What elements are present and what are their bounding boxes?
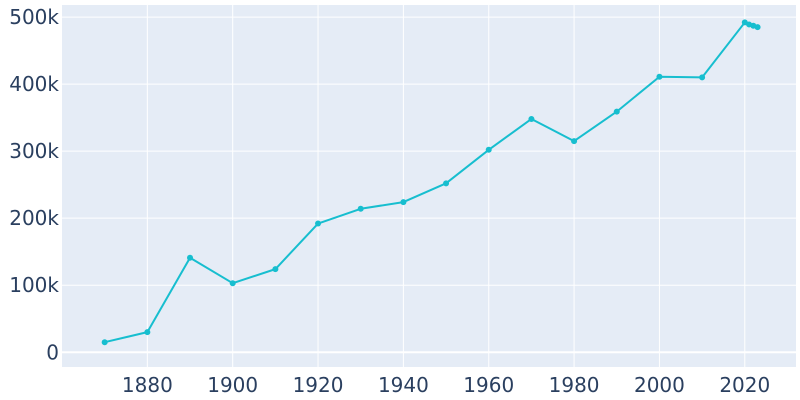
data-point[interactable]	[528, 115, 535, 122]
data-point[interactable]	[272, 266, 279, 273]
y-tick-label: 300k	[9, 139, 59, 163]
y-tick-label: 500k	[9, 5, 59, 29]
x-tick-label: 2020	[719, 373, 770, 397]
data-point[interactable]	[315, 220, 322, 227]
data-point[interactable]	[229, 280, 236, 287]
y-tick-label: 100k	[9, 273, 59, 297]
data-point[interactable]	[144, 329, 151, 336]
y-tick-label: 200k	[9, 206, 59, 230]
x-tick-label: 1900	[207, 373, 258, 397]
grid	[62, 5, 796, 367]
data-point[interactable]	[656, 73, 663, 80]
data-point[interactable]	[357, 205, 364, 212]
data-point[interactable]	[613, 108, 620, 115]
plot-area	[62, 5, 796, 367]
data-point[interactable]	[699, 74, 706, 81]
y-tick-label: 400k	[9, 72, 59, 96]
x-tick-label: 1960	[463, 373, 514, 397]
data-point[interactable]	[485, 146, 492, 153]
x-tick-label: 1940	[378, 373, 429, 397]
data-point[interactable]	[443, 180, 450, 187]
x-tick-label: 1980	[549, 373, 600, 397]
data-point[interactable]	[754, 24, 761, 31]
x-tick-label: 2000	[634, 373, 685, 397]
data-point[interactable]	[101, 339, 108, 346]
series-layer	[101, 19, 761, 346]
x-tick-label: 1920	[293, 373, 344, 397]
data-point[interactable]	[571, 138, 578, 145]
tick-labels: 1880 1900 1920 1940 1960 1980 2000 2020 0 100k 200…	[9, 5, 770, 397]
y-tick-label: 0	[46, 340, 59, 364]
data-point[interactable]	[187, 254, 194, 261]
data-point[interactable]	[400, 199, 407, 206]
x-tick-label: 1880	[122, 373, 173, 397]
